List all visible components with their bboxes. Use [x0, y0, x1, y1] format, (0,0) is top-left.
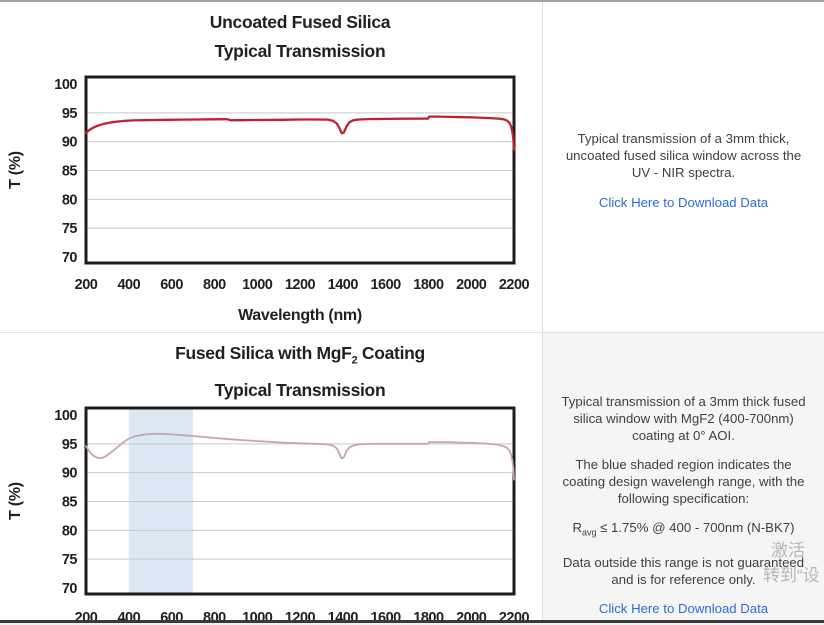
x-tick-label: 600: [160, 277, 183, 293]
transmission-curve: [85, 432, 515, 481]
x-tick-label: 1000: [242, 277, 273, 293]
y-tick-label: 70: [62, 250, 78, 266]
horizontal-divider: [0, 332, 824, 333]
y-axis-title: T (%): [7, 151, 24, 189]
y-tick-label: 75: [62, 221, 78, 237]
y-axis-title: T (%): [7, 482, 24, 520]
x-tick-label: 2000: [456, 277, 487, 293]
x-tick-label: 200: [75, 277, 98, 293]
y-tick-label: 100: [54, 77, 77, 93]
coated-chart-title: Fused Silica with MgF2 Coating Typical T…: [29, 339, 571, 405]
uncoated-download-link[interactable]: Click Here to Download Data: [598, 194, 769, 210]
x-tick-label: 1400: [328, 277, 359, 293]
bottom-divider-rule: [0, 620, 824, 623]
coated-description: Typical transmission of a 3mm thick fuse…: [561, 394, 806, 443]
x-tick-label: 1600: [370, 277, 401, 293]
y-tick-label: 70: [62, 581, 78, 597]
x-tick-label: 800: [203, 277, 226, 293]
chart-title-line1: Uncoated Fused Silica: [209, 12, 391, 32]
y-tick-label: 85: [62, 164, 78, 180]
y-tick-label: 100: [54, 408, 77, 424]
y-tick-label: 75: [62, 552, 78, 568]
x-tick-label: 400: [117, 277, 140, 293]
plot-border: [84, 406, 516, 596]
windows-activation-watermark: 激活 转到“设: [763, 538, 820, 588]
coating-spec: Ravg ≤ 1.75% @ 400 - 700nm (N-BK7): [572, 520, 795, 538]
chart-title-line2: Typical Transmission: [214, 379, 386, 400]
y-tick-label: 85: [62, 495, 78, 511]
watermark-line1: 激活: [771, 541, 805, 560]
uncoated-chart-panel: Uncoated Fused Silica Typical Transmissi…: [0, 2, 542, 332]
coated-chart-panel: Fused Silica with MgF2 Coating Typical T…: [0, 333, 542, 625]
x-tick-label: 2200: [499, 277, 530, 293]
uncoated-chart-title: Uncoated Fused Silica Typical Transmissi…: [29, 8, 571, 66]
top-divider-rule: [0, 0, 824, 2]
watermark-line2: 转到“设: [763, 566, 820, 585]
bottom-edge-strip: [0, 623, 824, 625]
uncoated-info-panel: Typical transmission of a 3mm thick, unc…: [543, 2, 824, 332]
uncoated-description: Typical transmission of a 3mm thick, unc…: [565, 130, 802, 180]
coating-disclaimer: Data outside this range is not guarantee…: [562, 554, 805, 587]
y-tick-label: 80: [62, 523, 78, 539]
x-tick-label: 1800: [413, 277, 444, 293]
chart-title-line1: Fused Silica with MgF2 Coating: [175, 343, 425, 367]
y-tick-label: 95: [62, 106, 78, 122]
y-tick-label: 95: [62, 437, 78, 453]
y-tick-label: 80: [62, 192, 78, 208]
plot-border: [84, 75, 516, 265]
y-tick-label: 90: [62, 466, 78, 482]
vertical-divider: [542, 2, 543, 620]
chart-title-line2: Typical Transmission: [214, 41, 386, 61]
coated-download-link[interactable]: Click Here to Download Data: [598, 600, 769, 616]
x-tick-label: 1200: [285, 277, 316, 293]
uncoated-transmission-chart: 70 75 80 85 90 95 100 200 400 600 800 1000 1200 1400 1…: [7, 75, 530, 324]
coated-info-panel: Typical transmission of a 3mm thick fuse…: [543, 333, 824, 620]
y-tick-label: 90: [62, 135, 78, 151]
coating-region-note: The blue shaded region indicates the coa…: [562, 457, 805, 506]
transmission-curve: [84, 115, 516, 151]
x-axis-title: Wavelength (nm): [238, 307, 362, 324]
